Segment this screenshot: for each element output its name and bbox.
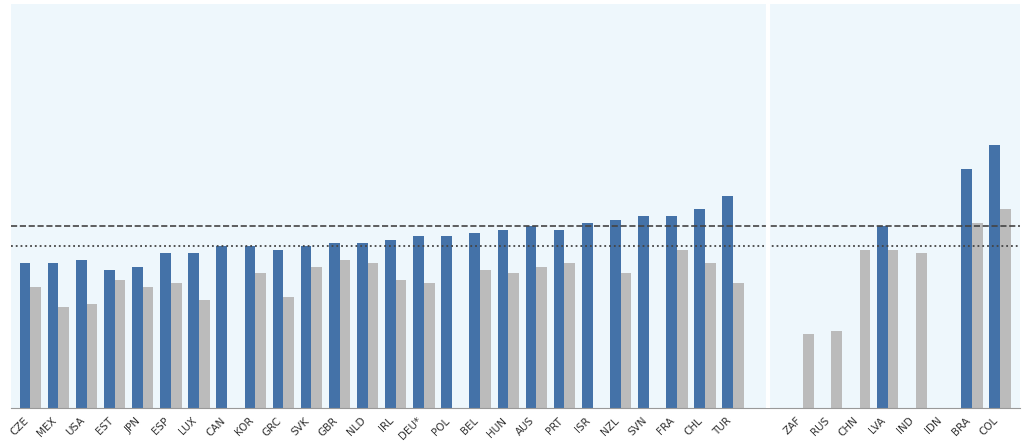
Bar <box>132 267 142 408</box>
Bar <box>877 226 888 408</box>
Bar <box>667 216 677 408</box>
Bar <box>831 330 842 408</box>
Bar <box>48 263 58 408</box>
Bar <box>508 273 519 408</box>
Bar <box>357 243 368 408</box>
Bar <box>311 267 323 408</box>
Bar <box>989 145 1000 408</box>
Bar <box>301 247 311 408</box>
Bar <box>31 287 41 408</box>
Bar <box>972 223 983 408</box>
Bar <box>216 247 227 408</box>
Bar <box>385 240 395 408</box>
Bar <box>888 250 898 408</box>
Bar <box>525 226 537 408</box>
Bar <box>480 270 490 408</box>
Bar <box>245 247 255 408</box>
Bar <box>621 273 632 408</box>
Bar <box>86 304 97 408</box>
Bar <box>160 253 171 408</box>
Bar <box>284 297 294 408</box>
Bar <box>677 250 687 408</box>
Bar <box>859 250 870 408</box>
Bar <box>272 250 284 408</box>
Bar <box>564 263 575 408</box>
Bar <box>915 253 927 408</box>
Bar <box>469 233 480 408</box>
Bar <box>424 284 434 408</box>
Bar <box>694 210 705 408</box>
Bar <box>395 280 407 408</box>
Bar <box>804 334 814 408</box>
Bar <box>115 280 125 408</box>
Bar <box>638 216 649 408</box>
Bar <box>104 270 115 408</box>
Bar <box>537 267 547 408</box>
Bar <box>413 236 424 408</box>
Bar <box>705 263 716 408</box>
Bar <box>722 196 733 408</box>
Bar <box>199 300 210 408</box>
Bar <box>255 273 266 408</box>
Bar <box>19 263 31 408</box>
Bar <box>498 230 508 408</box>
Bar <box>142 287 154 408</box>
Bar <box>610 219 621 408</box>
Bar <box>368 263 378 408</box>
Bar <box>188 253 199 408</box>
Bar <box>76 260 86 408</box>
Bar <box>582 223 593 408</box>
Bar <box>329 243 340 408</box>
Bar <box>441 236 452 408</box>
Bar <box>1000 210 1011 408</box>
Bar <box>962 169 972 408</box>
Bar <box>340 260 350 408</box>
Bar <box>58 307 69 408</box>
Bar <box>554 230 564 408</box>
Bar <box>733 284 743 408</box>
Bar <box>171 284 181 408</box>
